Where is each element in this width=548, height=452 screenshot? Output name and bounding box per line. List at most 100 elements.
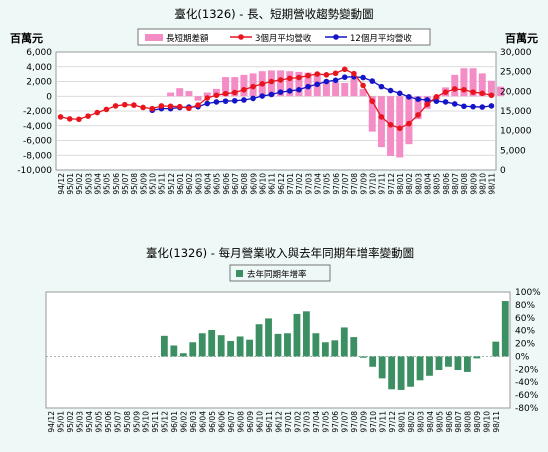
x-tick-label: 97/07 [341, 173, 350, 195]
diff-bar [460, 68, 468, 97]
line-12month-point [415, 96, 421, 102]
line-12month-point [360, 74, 366, 81]
legend-marker-3month [238, 34, 244, 40]
x-tick-label: 95/11 [158, 173, 167, 195]
x-tick-label: 95/07 [121, 173, 130, 195]
x-tick-label: 96/03 [194, 173, 203, 195]
x-tick-label: 98/02 [405, 173, 414, 195]
x-tick-label: 97/11 [378, 173, 387, 195]
line-12month-point [479, 104, 486, 110]
yoy-bar [435, 356, 443, 370]
line-3month-point [396, 125, 403, 132]
x-tick-label: 96/12 [277, 173, 286, 195]
line-12month-point [241, 97, 247, 103]
right-tick-label: 0% [515, 352, 530, 362]
line-12month-point [305, 83, 311, 90]
diff-bar [414, 96, 422, 120]
x-tick-label: 96/06 [222, 173, 231, 195]
yoy-bar [208, 330, 216, 357]
line-3month-point [351, 70, 357, 77]
diff-bar [203, 92, 211, 97]
x-tick-label: 96/04 [203, 173, 212, 195]
line-12month-point [259, 93, 266, 99]
line-3month-point [66, 116, 73, 122]
chart-1: 臺化(1326) - 長、短期營收趨勢變動圖 百萬元 百萬元 6,000 4,00… [10, 7, 538, 195]
chart-1-left-axis: 6,000 4,000 2,000 0 -2,000 -4,000 -6,000 -8,000… [17, 48, 52, 176]
x-tick-label: 97/10 [368, 173, 377, 195]
x-tick-label: 96/07 [227, 411, 236, 433]
line-12month-point [268, 91, 275, 98]
line-3month-point [286, 75, 293, 82]
legend-swatch-diff [145, 34, 163, 41]
yoy-bar [217, 335, 225, 357]
yoy-bar [463, 356, 471, 372]
yoy-bar [359, 356, 367, 358]
left-tick-label: -6,000 [23, 137, 52, 147]
right-tick-label: 80% [515, 301, 535, 311]
line-12month-point [250, 95, 256, 102]
x-tick-label: 98/04 [423, 173, 432, 195]
line-3month-point [424, 101, 431, 108]
line-3month-point [488, 92, 495, 99]
x-tick-label: 97/03 [304, 173, 313, 195]
line-3month-point [94, 109, 101, 116]
line-3month-point [387, 121, 394, 128]
chart-2-bars [160, 301, 509, 390]
line-3month-point [451, 86, 458, 92]
yoy-bar [350, 337, 358, 357]
yoy-bar [170, 345, 178, 357]
x-tick-label: 95/01 [66, 173, 75, 195]
line-3month-point [369, 98, 376, 104]
chart-2-right-axis: 100% 80% 60% 40% 20% 0% -20% -40% -60% -80% [515, 288, 541, 414]
x-tick-label: 95/10 [142, 411, 151, 433]
x-tick-label: 95/03 [75, 411, 84, 433]
line-12month-point [222, 98, 229, 104]
yoy-bar [246, 339, 254, 357]
left-tick-label: -4,000 [23, 122, 52, 132]
line-3month-point [103, 106, 110, 113]
line-3month-point [186, 105, 192, 112]
x-tick-label: 95/03 [84, 173, 93, 195]
x-tick-label: 95/04 [93, 173, 102, 195]
line-12month-point [213, 99, 220, 105]
x-tick-label: 95/08 [130, 173, 139, 195]
diff-bar [277, 70, 285, 97]
x-tick-label: 96/07 [231, 173, 240, 195]
x-tick-label: 95/07 [113, 411, 122, 433]
yoy-bar [265, 318, 272, 357]
x-tick-label: 96/11 [265, 411, 274, 433]
diff-bar [350, 78, 358, 97]
yoy-bar [284, 333, 291, 357]
diff-bar [167, 92, 175, 97]
line-3month-point [112, 103, 119, 109]
line-3month-point [433, 94, 440, 100]
yoy-bar [189, 342, 197, 357]
line-12month-point [277, 89, 284, 95]
line-12month-point [204, 100, 211, 107]
right-tick-label: 60% [515, 314, 535, 324]
chart-1-title: 臺化(1326) - 長、短期營收趨勢變動圖 [174, 7, 373, 21]
yoy-bar [454, 356, 462, 370]
line-12month-point [396, 90, 403, 97]
x-tick-label: 98/11 [492, 411, 501, 433]
chart-2-legend-box [229, 264, 331, 282]
x-tick-label: 97/09 [360, 411, 369, 433]
x-tick-label: 95/09 [139, 173, 148, 195]
chart-2-title: 臺化(1326) - 每月營業收入與去年同期年增率變動圖 [146, 246, 414, 260]
x-tick-label: 97/06 [331, 411, 340, 433]
line-3month-point [121, 101, 128, 108]
x-tick-label: 97/12 [387, 173, 396, 195]
x-tick-label: 97/08 [350, 173, 359, 195]
yoy-bar [302, 311, 310, 357]
x-tick-label: 96/12 [274, 411, 283, 433]
yoy-bar [274, 333, 282, 357]
x-tick-label: 98/03 [414, 173, 423, 195]
x-tick-label: 96/05 [213, 173, 222, 195]
x-tick-label: 96/10 [258, 173, 267, 195]
x-tick-label: 95/09 [132, 411, 141, 433]
yoy-bar [416, 356, 424, 381]
diff-bar [322, 80, 330, 97]
chart-1-legend-box [137, 28, 431, 46]
right-tick-label: 15,000 [500, 107, 532, 117]
